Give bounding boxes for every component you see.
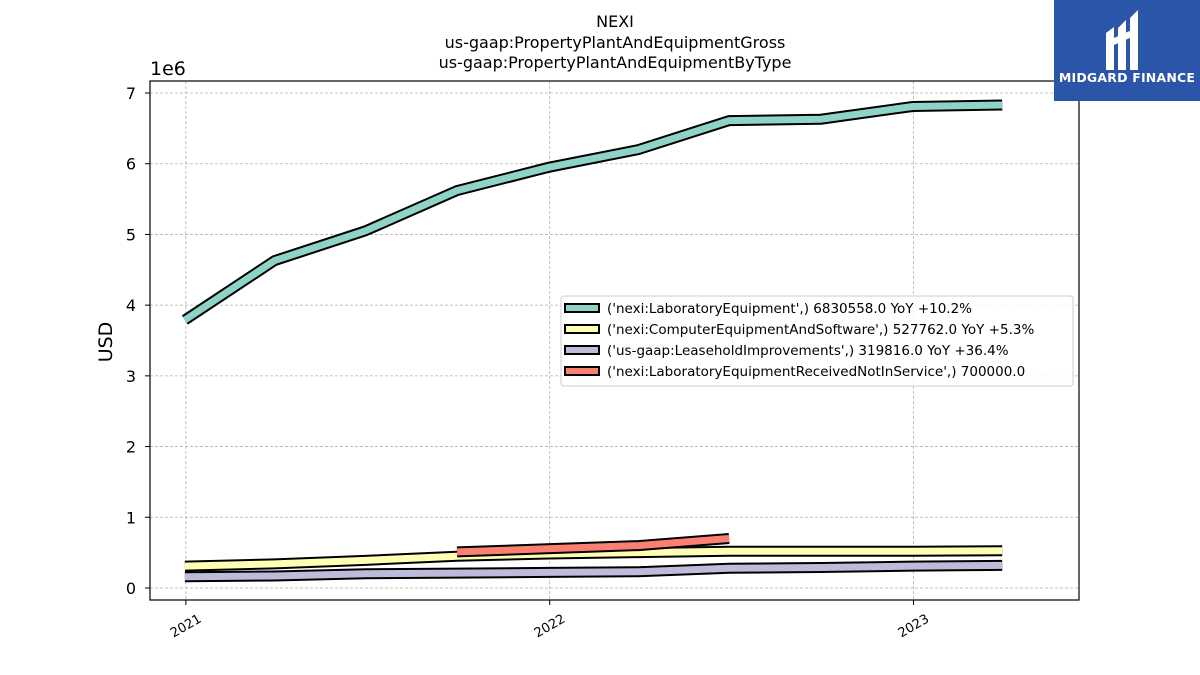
x-tick-label: 2022: [532, 612, 568, 642]
series-3: [184, 559, 1003, 583]
series-line: [184, 547, 1003, 570]
series-layer: [181, 99, 1003, 583]
legend-swatch: [564, 345, 600, 355]
y-axis: 0 1 2 3 4 5 6 7: [126, 84, 150, 598]
legend-box: [560, 295, 1074, 387]
y-axis-label: USD: [95, 322, 117, 363]
series-line: [182, 101, 1003, 323]
series-line: [456, 535, 730, 556]
legend-swatch: [564, 366, 600, 376]
x-axis: 2021 2022 2023: [168, 600, 932, 641]
midgard-finance-logo: MIDGARD FINANCE: [1054, 0, 1200, 101]
y-tick-label: 5: [126, 225, 136, 244]
legend-label: ('us-gaap:LeaseholdImprovements',) 31981…: [607, 343, 1009, 359]
legend-item: ('nexi:LaboratoryEquipment',) 6830558.0 …: [564, 301, 972, 317]
series-4: [456, 533, 730, 558]
legend-item: ('us-gaap:LeaseholdImprovements',) 31981…: [564, 343, 1009, 359]
legend-swatch: [564, 303, 600, 313]
legend-item: ('nexi:ComputerEquipmentAndSoftware',) 5…: [564, 322, 1034, 338]
y-tick-label: 2: [126, 438, 136, 457]
legend-item: ('nexi:LaboratoryEquipmentReceivedNotInS…: [564, 364, 1025, 380]
legend-swatch: [564, 324, 600, 334]
series-1: [181, 99, 1003, 325]
y-tick-label: 6: [126, 155, 136, 174]
chart-title-line-3: us-gaap:PropertyPlantAndEquipmentByType: [439, 53, 792, 72]
plot-frame: [149, 80, 1080, 601]
x-tick-label: 2023: [896, 612, 932, 642]
y-tick-label: 3: [126, 367, 136, 386]
y-tick-label: 7: [126, 84, 136, 103]
y-tick-label: 0: [126, 579, 136, 598]
legend-label: ('nexi:LaboratoryEquipment',) 6830558.0 …: [607, 301, 972, 317]
x-tick-label: 2021: [168, 612, 204, 642]
chart-title-line-2: us-gaap:PropertyPlantAndEquipmentGross: [445, 33, 786, 52]
logo-mark-icon: [1054, 0, 1200, 101]
y-offset-label: 1e6: [150, 58, 186, 80]
chart-title-line-1: NEXI: [596, 12, 634, 31]
series-line-outline: [181, 99, 1003, 325]
logo-text: MIDGARD FINANCE: [1058, 70, 1196, 85]
y-tick-label: 1: [126, 508, 136, 527]
series-2: [184, 545, 1003, 572]
y-tick-label: 4: [126, 296, 136, 315]
legend: ('nexi:LaboratoryEquipment',) 6830558.0 …: [560, 295, 1074, 387]
legend-label: ('nexi:LaboratoryEquipmentReceivedNotInS…: [607, 364, 1025, 380]
legend-label: ('nexi:ComputerEquipmentAndSoftware',) 5…: [607, 322, 1034, 338]
series-line: [184, 561, 1003, 581]
